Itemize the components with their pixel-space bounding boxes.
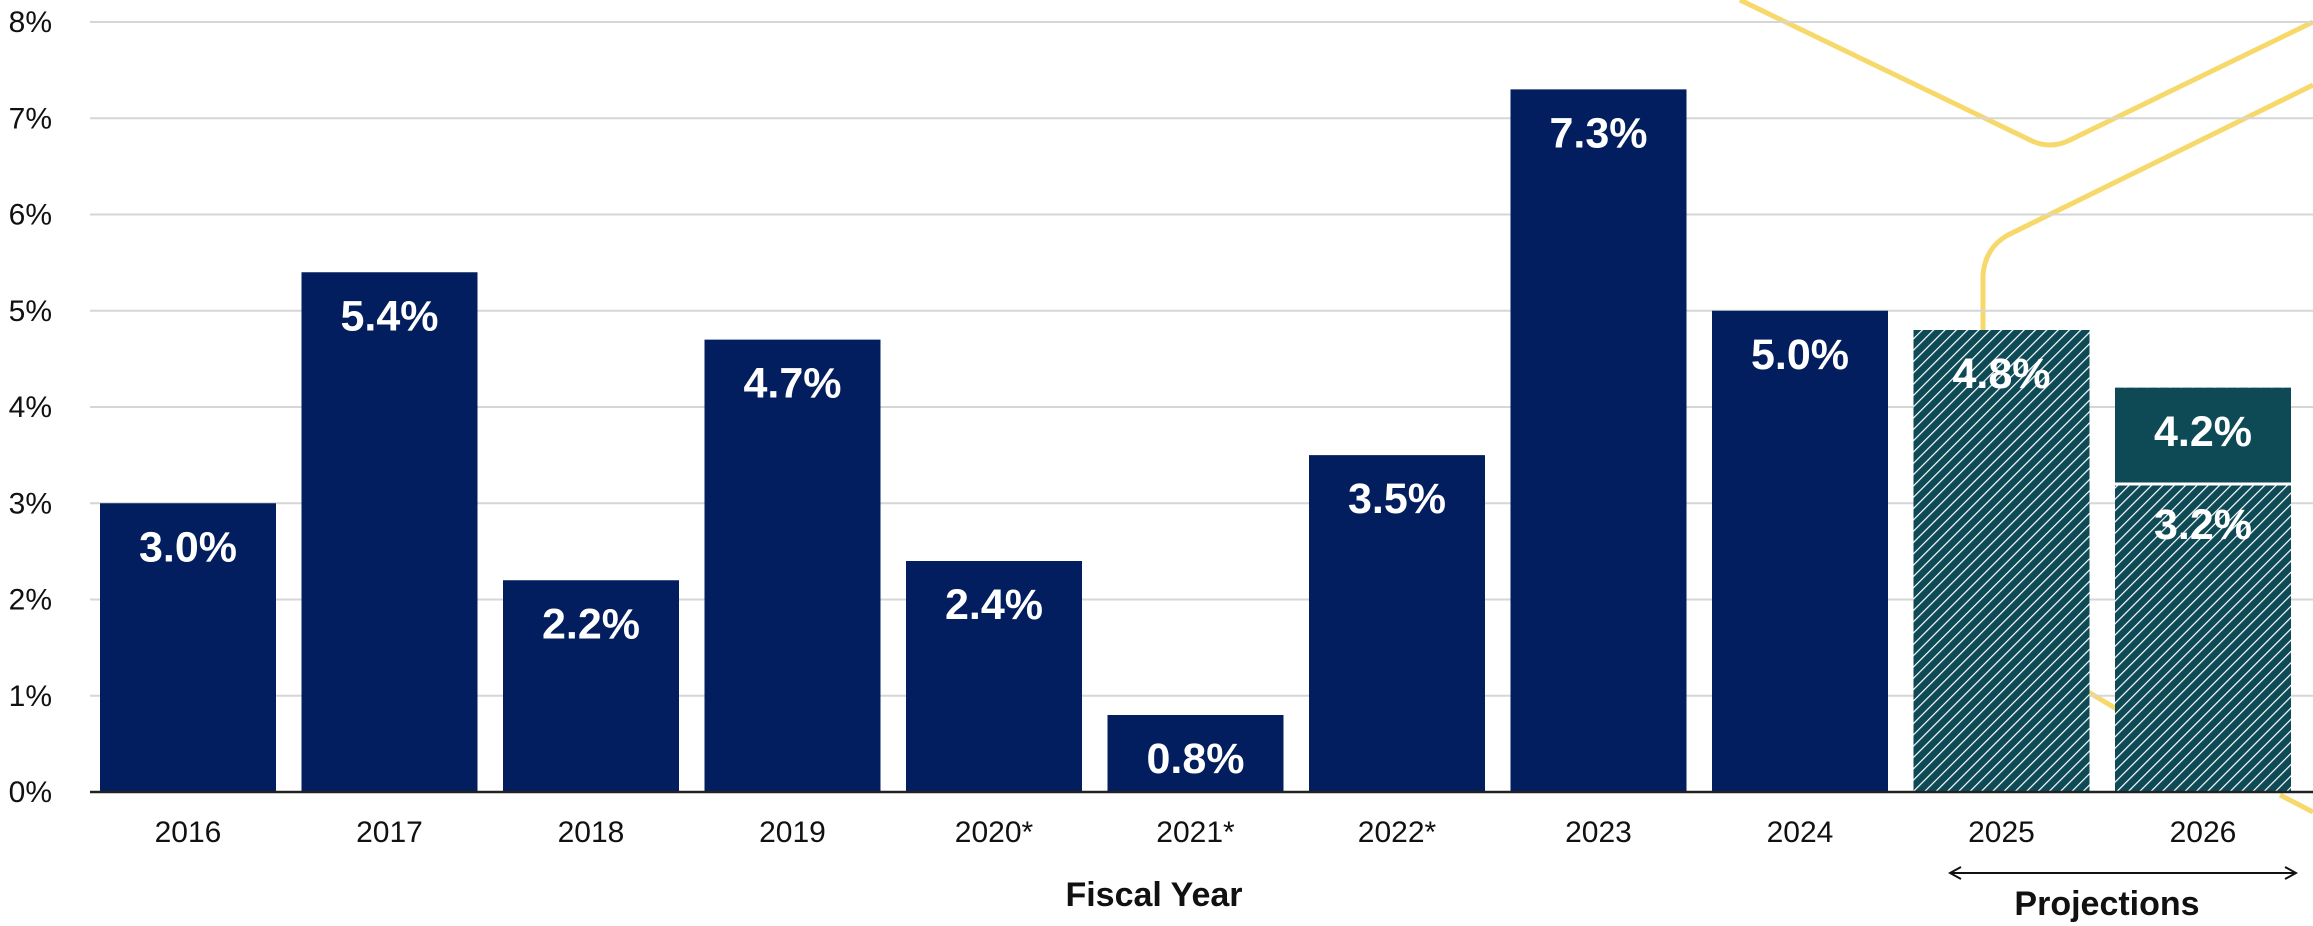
bar-value-label: 3.5%	[1348, 475, 1446, 523]
bar-2016	[100, 503, 276, 792]
bar-value-label: 2.4%	[945, 581, 1043, 629]
bar-2022	[1309, 455, 1485, 792]
y-axis-ticks: 0% 1% 2% 3% 4% 5% 6% 7% 8%	[9, 6, 52, 809]
x-tick-label: 2023	[1565, 816, 1632, 849]
projection-label: Projections	[2014, 885, 2199, 923]
decor-line-lower	[1980, 82, 2313, 330]
bar-value-label: 4.7%	[743, 360, 841, 408]
bar-value-label: 5.4%	[340, 292, 438, 340]
bar-2021	[1107, 715, 1284, 792]
bar-2018	[503, 580, 679, 792]
x-tick-label: 2026	[2170, 816, 2237, 849]
x-tick-label: 2024	[1767, 816, 1834, 849]
bars	[100, 89, 2291, 792]
bar-2017	[301, 272, 478, 792]
bar-2026-upper-segment	[2115, 387, 2291, 484]
x-tick-label: 2022*	[1358, 816, 1437, 849]
bar-2025	[1913, 330, 2090, 792]
bar-2023	[1510, 89, 1687, 792]
bar-value-label: 4.8%	[1952, 350, 2050, 398]
decor-line-upper	[1738, 0, 2313, 148]
y-tick-label: 2%	[9, 584, 52, 617]
y-tick-label: 0%	[9, 776, 52, 809]
bar-value-label: 0.8%	[1146, 735, 1244, 783]
x-tick-label: 2019	[759, 816, 826, 849]
y-tick-label: 3%	[9, 487, 52, 520]
bar-2020	[906, 561, 1082, 792]
x-tick-label: 2016	[155, 816, 222, 849]
x-tick-label: 2017	[356, 816, 423, 849]
bar-inner-value-label: 3.2%	[2154, 501, 2252, 549]
bar-2024	[1712, 310, 1888, 792]
x-tick-label: 2021*	[1156, 816, 1235, 849]
x-axis-title: Fiscal Year	[1065, 876, 1242, 914]
x-axis-ticks: 2016 2017 2018 2019 2020* 2021* 2022* 2023 2024 2…	[155, 816, 2237, 849]
bar-value-label: 5.0%	[1751, 331, 1849, 379]
bar-value-label: 7.3%	[1549, 109, 1647, 157]
bar-value-label: 2.2%	[542, 600, 640, 648]
y-tick-label: 7%	[9, 102, 52, 135]
bar-value-label: 4.2%	[2154, 408, 2252, 456]
y-tick-label: 4%	[9, 391, 52, 424]
bar-2019	[704, 339, 881, 792]
x-tick-label: 2018	[558, 816, 625, 849]
bar-value-label: 3.0%	[139, 523, 237, 571]
y-tick-label: 1%	[9, 680, 52, 713]
y-tick-label: 6%	[9, 199, 52, 232]
y-tick-label: 5%	[9, 295, 52, 328]
x-tick-label: 2020*	[955, 816, 1034, 849]
x-tick-label: 2025	[1968, 816, 2035, 849]
y-tick-label: 8%	[9, 6, 52, 39]
bar-value-labels: 3.0% 5.4% 2.2% 4.7% 2.4% 0.8% 3.5% 7.3% 5.0% 4.8%…	[139, 109, 2252, 783]
